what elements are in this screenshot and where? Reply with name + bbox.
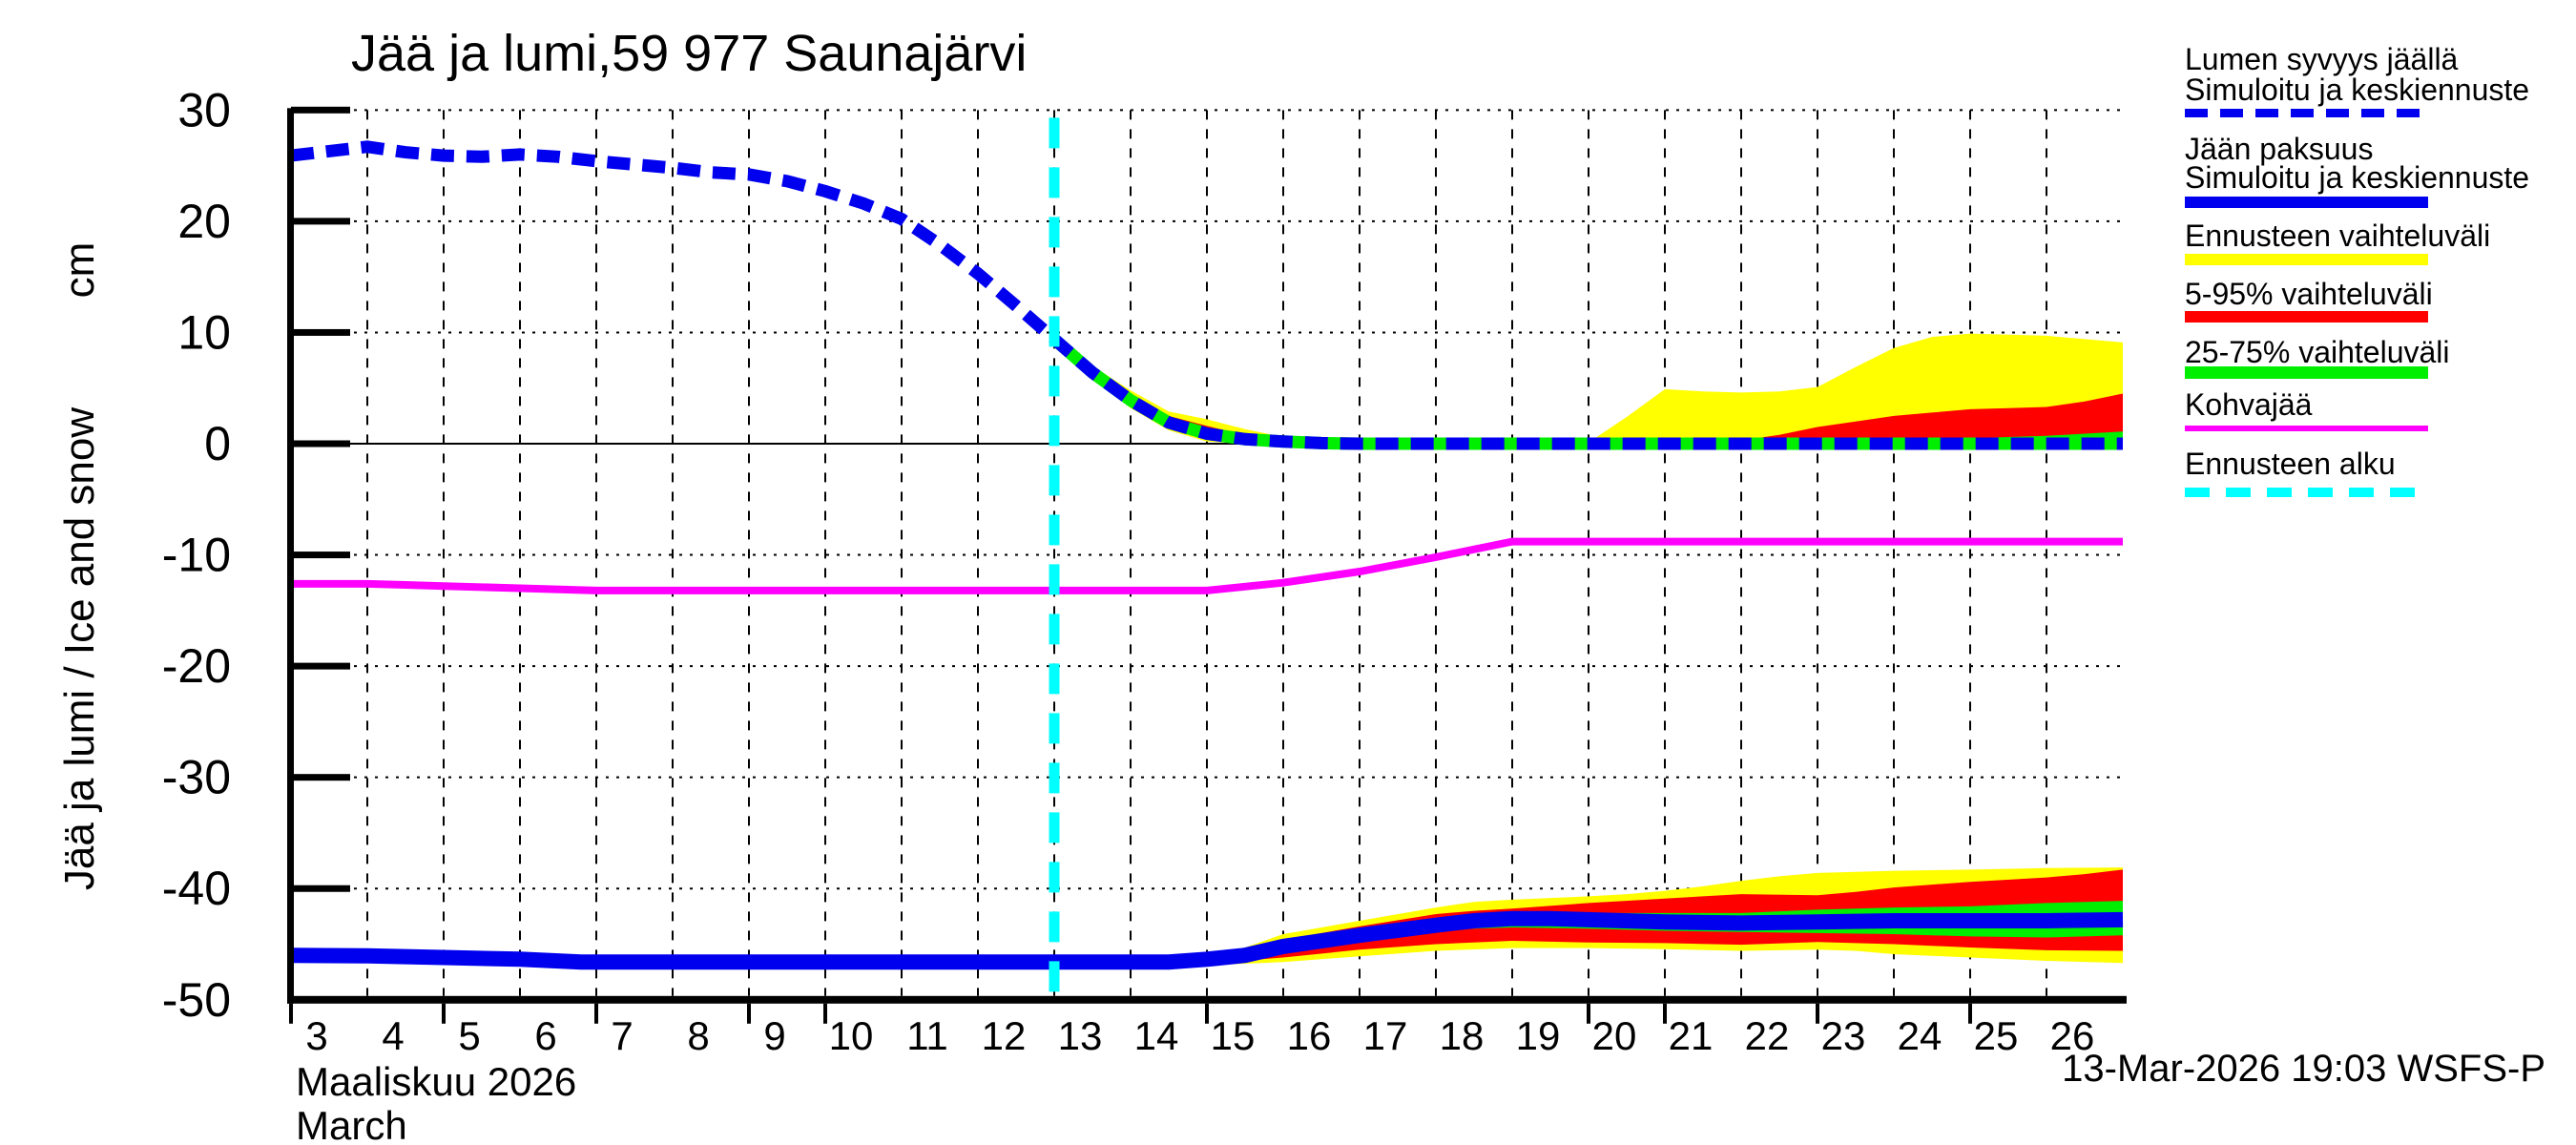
x-tick-label-day-7: 7 <box>611 1013 633 1058</box>
y-tick-label-20: 20 <box>177 195 231 248</box>
y-axis-unit-label: cm <box>56 242 103 299</box>
axes <box>287 106 2127 1024</box>
band-1-red <box>1054 339 2123 444</box>
x-tick-label-day-10: 10 <box>829 1013 874 1058</box>
legend-label: Jään paksuus <box>2185 132 2373 166</box>
x-tick-label-day-17: 17 <box>1363 1013 1408 1058</box>
y-tick-0 <box>291 440 350 448</box>
legend-item-2: Ennusteen vaihteluväli <box>2185 219 2490 265</box>
y-tick-30 <box>291 106 350 114</box>
y-tick--20 <box>291 662 350 670</box>
y-tick-label--50: -50 <box>162 973 231 1027</box>
x-tick-day-5 <box>442 1003 446 1024</box>
x-axis-month-fi: Maaliskuu 2026 <box>296 1059 576 1104</box>
kohvajaa-line <box>291 537 2123 594</box>
legend-item-5: Kohvajää <box>2185 387 2428 431</box>
x-tick-label-day-23: 23 <box>1821 1013 1866 1058</box>
x-tick-label-day-11: 11 <box>906 1013 948 1058</box>
x-tick-day-25 <box>1968 1003 1972 1024</box>
snow-depth-line <box>290 140 2123 450</box>
x-tick-day-7 <box>594 1003 598 1024</box>
legend-label: Simuloitu ja keskiennuste <box>2185 160 2529 195</box>
x-tick-day-10 <box>823 1003 827 1024</box>
legend-label: 5-95% vaihteluväli <box>2185 277 2433 311</box>
gridlines <box>291 109 2123 996</box>
x-tick-label-day-6: 6 <box>534 1013 556 1058</box>
y-axis-title: Jää ja lumi / Ice and snow <box>56 407 103 890</box>
x-tick-label-day-22: 22 <box>1745 1013 1790 1058</box>
y-tick-label--20: -20 <box>162 639 231 693</box>
y-axis-line <box>287 108 294 1004</box>
legend-label: Simuloitu ja keskiennuste <box>2185 73 2529 107</box>
legend-label: Ennusteen alku <box>2185 447 2396 481</box>
legend-swatch-solid <box>2185 426 2428 431</box>
legend-swatch-solid <box>2185 311 2428 323</box>
x-tick-label-day-15: 15 <box>1211 1013 1256 1058</box>
legend-label: 25-75% vaihteluväli <box>2185 335 2450 369</box>
ice-thickness-line <box>290 910 2124 970</box>
x-tick-label-day-4: 4 <box>382 1013 404 1058</box>
x-tick-label-day-16: 16 <box>1287 1013 1332 1058</box>
y-tick--30 <box>291 774 350 781</box>
y-tick-label--10: -10 <box>162 529 231 582</box>
x-axis-line <box>287 995 2127 1004</box>
legend-item-4: 25-75% vaihteluväli <box>2185 335 2450 379</box>
x-tick-label-day-14: 14 <box>1134 1013 1179 1058</box>
legend-label: Ennusteen vaihteluväli <box>2185 219 2490 253</box>
x-axis-month-en: March <box>296 1103 407 1145</box>
x-tick-label-day-13: 13 <box>1058 1013 1103 1058</box>
x-tick-label-day-8: 8 <box>687 1013 709 1058</box>
chart-title: Jää ja lumi,59 977 Saunajärvi <box>351 25 1027 82</box>
timestamp: 13-Mar-2026 19:03 WSFS-P <box>2062 1048 2545 1090</box>
legend-label: Lumen syvyys jäällä <box>2185 42 2459 76</box>
x-tick-label-day-24: 24 <box>1898 1013 1942 1058</box>
legend-label: Kohvajää <box>2185 387 2313 422</box>
y-tick-label-30: 30 <box>177 83 231 136</box>
x-tick-label-day-21: 21 <box>1669 1013 1714 1058</box>
x-tick-day-20 <box>1587 1003 1590 1024</box>
x-tick-label-day-25: 25 <box>1974 1013 2019 1058</box>
y-tick-label-10: 10 <box>177 305 231 359</box>
data-series <box>290 140 2124 970</box>
x-tick-day-15 <box>1205 1003 1209 1024</box>
x-tick-label-day-9: 9 <box>763 1013 785 1058</box>
legend-swatch-solid <box>2185 366 2428 379</box>
legend-item-6: Ennusteen alku <box>2185 447 2428 497</box>
y-tick-label--30: -30 <box>162 751 231 804</box>
x-tick-day-9 <box>747 1003 751 1024</box>
y-tick-20 <box>291 218 350 225</box>
y-tick-10 <box>291 328 350 336</box>
x-tick-label-day-20: 20 <box>1592 1013 1637 1058</box>
y-tick--40 <box>291 885 350 892</box>
x-tick-label-day-18: 18 <box>1440 1013 1485 1058</box>
x-tick-label-day-12: 12 <box>982 1013 1027 1058</box>
x-tick-label-day-3: 3 <box>305 1013 327 1058</box>
x-tick-day-3 <box>289 1003 293 1024</box>
x-tick-label-day-19: 19 <box>1516 1013 1561 1058</box>
x-tick-label-day-26: 26 <box>2050 1013 2095 1058</box>
x-tick-day-23 <box>1816 1003 1819 1024</box>
y-tick--10 <box>291 552 350 559</box>
y-tick-label-0: 0 <box>204 417 231 470</box>
legend-item-3: 5-95% vaihteluväli <box>2185 277 2433 323</box>
x-tick-day-21 <box>1663 1003 1667 1024</box>
y-tick-label--40: -40 <box>162 862 231 915</box>
band-0-yellow <box>1054 333 2123 444</box>
legend-swatch-solid <box>2185 254 2428 265</box>
x-tick-label-day-5: 5 <box>458 1013 480 1058</box>
legend-swatch-solid <box>2185 197 2428 208</box>
tick-labels: 30 20 10 0 -10 -20 -30 -40 -50 3 4 5 6 7 8 9 10 11 12 13 14 1… <box>162 83 2095 1058</box>
